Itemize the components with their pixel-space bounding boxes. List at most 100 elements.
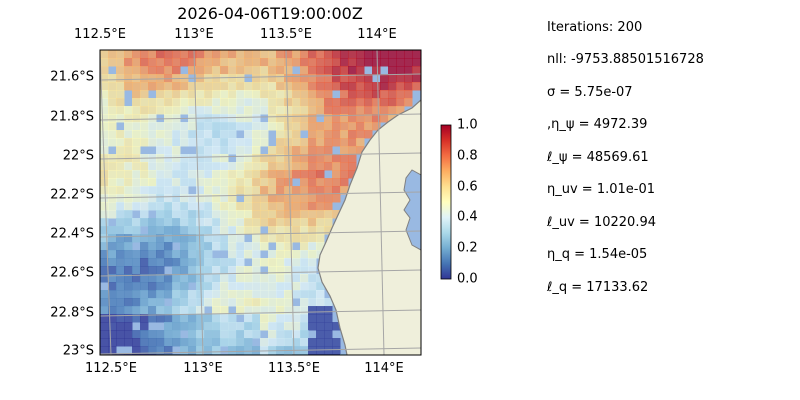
heatmap-cell [308, 306, 317, 315]
heatmap-cell [308, 250, 317, 259]
heatmap-cell [332, 122, 341, 131]
heatmap-cell [292, 314, 301, 323]
heatmap-cell [124, 170, 133, 179]
heatmap-cell [116, 162, 125, 171]
heatmap-cell [124, 282, 133, 291]
heatmap-cell [172, 306, 181, 315]
heatmap-cell [228, 146, 237, 155]
heatmap-cell [300, 90, 309, 99]
heatmap-cell [380, 58, 389, 67]
heatmap-cell [316, 98, 325, 107]
heatmap-cell [324, 114, 333, 123]
heatmap-cell [316, 290, 325, 299]
heatmap-cell [132, 306, 141, 315]
heatmap-cell [244, 346, 253, 355]
heatmap-cell [220, 98, 229, 107]
heatmap-cell [260, 122, 269, 131]
heatmap-cell [300, 154, 309, 163]
gridline [100, 73, 421, 81]
heatmap-cell [172, 98, 181, 107]
heatmap-cell [212, 314, 221, 323]
heatmap-cell [268, 98, 277, 107]
heatmap-cell [236, 186, 245, 195]
heatmap-cell [244, 202, 253, 211]
heatmap-cell [324, 50, 333, 59]
heatmap-cell [124, 298, 133, 307]
heatmap-cell [180, 82, 189, 91]
heatmap-cell [116, 106, 125, 115]
heatmap-cell [380, 114, 389, 123]
heatmap-cell [124, 130, 133, 139]
colorbar [440, 124, 452, 280]
heatmap-cell [236, 146, 245, 155]
heatmap-cell [316, 178, 325, 187]
heatmap-cell [140, 202, 149, 211]
heatmap-cell [252, 194, 261, 203]
heatmap-cell [196, 82, 205, 91]
heatmap-cell [116, 170, 125, 179]
heatmap-cell [116, 322, 125, 331]
heatmap-cell [172, 338, 181, 347]
heatmap-cell [324, 202, 333, 211]
heatmap-cell [172, 138, 181, 147]
heatmap-cell [180, 346, 189, 355]
heatmap-cell [156, 82, 165, 91]
heatmap-cell [172, 106, 181, 115]
heatmap-cell [324, 330, 333, 339]
heatmap-cell [268, 322, 277, 331]
heatmap-cell [132, 290, 141, 299]
heatmap-cell [156, 266, 165, 275]
heatmap-cell [140, 242, 149, 251]
heatmap-cell [188, 306, 197, 315]
heatmap-cell [316, 210, 325, 219]
heatmap-cell [388, 82, 397, 91]
heatmap-cell [188, 322, 197, 331]
heatmap-cell [124, 290, 133, 299]
heatmap-cell [116, 194, 125, 203]
heatmap-cell [196, 322, 205, 331]
heatmap-cell [180, 314, 189, 323]
heatmap-cell [220, 114, 229, 123]
heatmap-cell [308, 178, 317, 187]
heatmap-cell [164, 250, 173, 259]
heatmap-cell [372, 106, 381, 115]
heatmap-cell [268, 258, 277, 267]
heatmap-cell [324, 98, 333, 107]
heatmap-cell [236, 202, 245, 211]
heatmap-cell [204, 338, 213, 347]
heatmap-cell [148, 290, 157, 299]
heatmap-cell [332, 138, 341, 147]
gridline [100, 50, 112, 355]
heatmap-cell [148, 274, 157, 283]
heatmap-cell [276, 282, 285, 291]
heatmap-cell [212, 146, 221, 155]
heatmap-cell [252, 314, 261, 323]
heatmap-cell [172, 170, 181, 179]
heatmap-cell [172, 250, 181, 259]
heatmap-cell [148, 314, 157, 323]
heatmap-cell [164, 226, 173, 235]
heatmap-cell [220, 282, 229, 291]
heatmap-cell [108, 322, 117, 331]
heatmap-cell [372, 114, 381, 123]
heatmap-cell [164, 290, 173, 299]
heatmap-cell [196, 298, 205, 307]
heatmap-cell [292, 250, 301, 259]
heatmap-cell [308, 274, 317, 283]
heatmap-cell [356, 130, 365, 139]
heatmap-cell [236, 122, 245, 131]
heatmap-cell [212, 50, 221, 59]
heatmap-cell [196, 202, 205, 211]
heatmap-cell [260, 314, 269, 323]
heatmap-cell [276, 234, 285, 243]
heatmap-cell [404, 74, 413, 83]
heatmap-cell [140, 82, 149, 91]
heatmap-cell [300, 210, 309, 219]
heatmap-cell [316, 122, 325, 131]
heatmap-cell [108, 90, 117, 99]
heatmap-cell [180, 194, 189, 203]
heatmap-cell [316, 138, 325, 147]
heatmap-cell [252, 330, 261, 339]
heatmap-cell [212, 322, 221, 331]
heatmap-cell [124, 210, 133, 219]
